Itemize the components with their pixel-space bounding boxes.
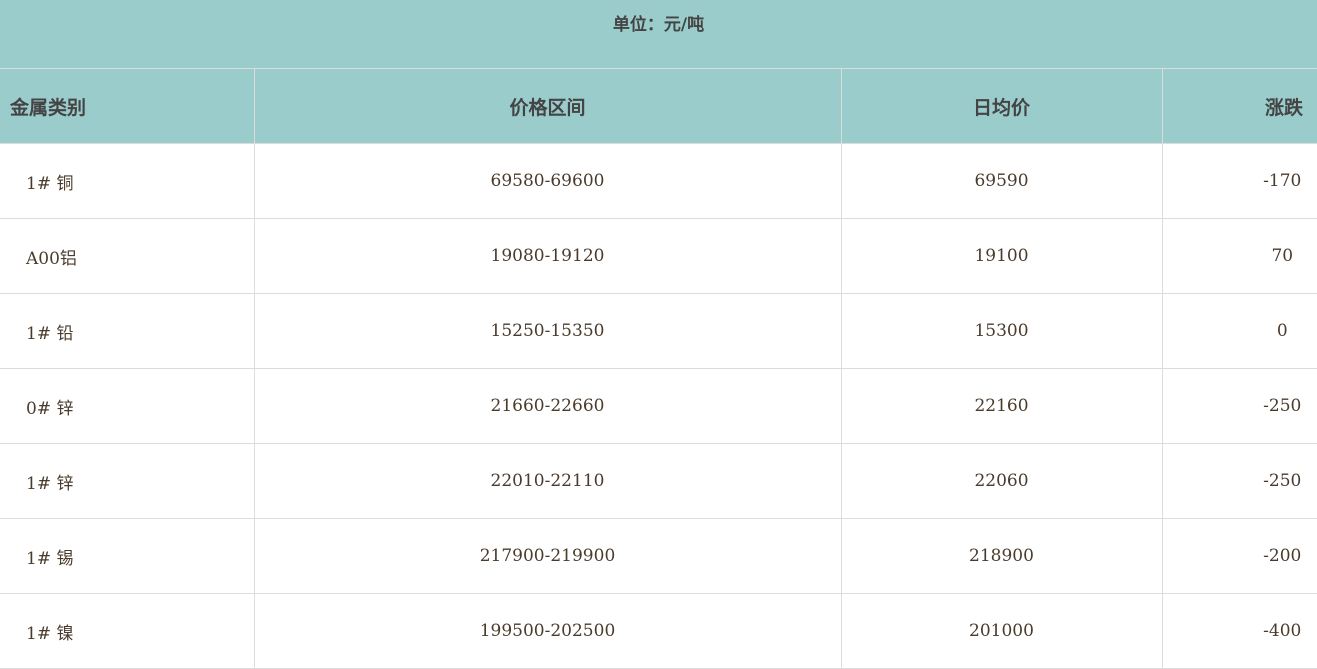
range-cell: 19080-19120 — [253, 218, 842, 294]
avg-cell: 22160 — [840, 368, 1163, 444]
table-row: A00铝 19080-19120 19100 70 — [0, 218, 1317, 294]
avg-cell: 218900 — [840, 518, 1163, 594]
range-cell: 15250-15350 — [253, 293, 842, 369]
change-cell: -400 — [1161, 593, 1317, 669]
unit-label: 单位：元/吨 — [0, 0, 1317, 69]
avg-cell: 201000 — [840, 593, 1163, 669]
avg-cell: 15300 — [840, 293, 1163, 369]
change-cell: 70 — [1161, 218, 1317, 294]
avg-cell: 22060 — [840, 443, 1163, 519]
metal-cell: 1# 铜 — [0, 143, 255, 219]
range-cell: 217900-219900 — [253, 518, 842, 594]
change-cell: -170 — [1161, 143, 1317, 219]
metal-cell: 1# 锌 — [0, 443, 255, 519]
range-cell: 199500-202500 — [253, 593, 842, 669]
avg-cell: 19100 — [840, 218, 1163, 294]
col-range: 价格区间 — [253, 68, 842, 144]
table-row: 1# 镍 199500-202500 201000 -400 — [0, 593, 1317, 669]
metal-cell: 0# 锌 — [0, 368, 255, 444]
metal-cell: 1# 铅 — [0, 293, 255, 369]
metal-cell: 1# 锡 — [0, 518, 255, 594]
change-cell: -250 — [1161, 443, 1317, 519]
range-cell: 22010-22110 — [253, 443, 842, 519]
avg-cell: 69590 — [840, 143, 1163, 219]
table-row: 0# 锌 21660-22660 22160 -250 — [0, 368, 1317, 444]
table-row: 1# 锡 217900-219900 218900 -200 — [0, 518, 1317, 594]
col-avg: 日均价 — [840, 68, 1163, 144]
change-cell: 0 — [1161, 293, 1317, 369]
range-cell: 69580-69600 — [253, 143, 842, 219]
change-cell: -250 — [1161, 368, 1317, 444]
range-cell: 21660-22660 — [253, 368, 842, 444]
header-row: 金属类别 价格区间 日均价 涨跌 — [0, 68, 1317, 144]
metal-cell: A00铝 — [0, 218, 255, 294]
table-row: 1# 铅 15250-15350 15300 0 — [0, 293, 1317, 369]
col-metal: 金属类别 — [0, 68, 255, 144]
change-cell: -200 — [1161, 518, 1317, 594]
table-row: 1# 铜 69580-69600 69590 -170 — [0, 143, 1317, 219]
metal-cell: 1# 镍 — [0, 593, 255, 669]
table-row: 1# 锌 22010-22110 22060 -250 — [0, 443, 1317, 519]
col-change: 涨跌 — [1161, 68, 1317, 144]
